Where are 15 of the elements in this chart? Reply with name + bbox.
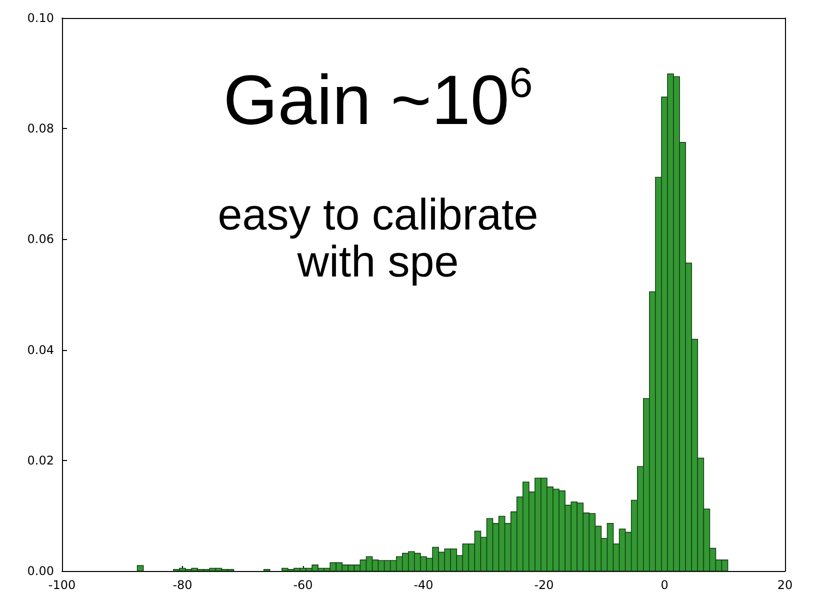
y-tick-label: 0.06 xyxy=(27,232,54,246)
x-tick-label: 20 xyxy=(777,578,793,592)
y-tick-label: 0.02 xyxy=(27,453,54,468)
y-tick-label: 0.00 xyxy=(27,564,54,578)
x-tick-label: -100 xyxy=(48,578,76,592)
y-tick-label: 0.08 xyxy=(27,122,54,136)
annotation: easy to calibrate xyxy=(218,190,538,240)
x-tick-label: -80 xyxy=(172,578,192,592)
x-tick-label: -60 xyxy=(293,578,313,592)
x-tick-label: 0 xyxy=(660,578,668,592)
y-tick-label: 0.04 xyxy=(27,342,54,357)
x-tick-label: -20 xyxy=(534,578,554,592)
y-tick-label: 0.10 xyxy=(27,11,54,25)
annotation: with spe xyxy=(296,238,459,286)
x-tick-label: -40 xyxy=(414,578,434,592)
